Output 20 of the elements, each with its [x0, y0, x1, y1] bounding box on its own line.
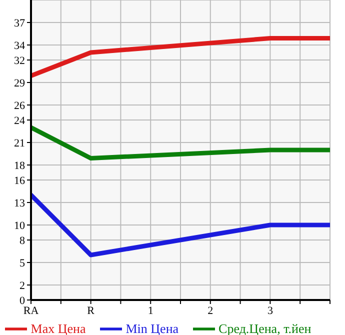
y-tick-label: 21 [14, 137, 25, 150]
x-tick-label: 1 [148, 304, 154, 317]
y-tick-label: 24 [14, 114, 26, 127]
y-tick-label: 0 [20, 294, 26, 307]
y-tick-label: 13 [14, 197, 26, 210]
y-tick-label: 34 [14, 40, 26, 52]
y-tick-label: 16 [14, 174, 26, 187]
y-tick-label: 10 [14, 220, 26, 232]
x-tick-label: RA [23, 304, 39, 317]
x-tick-label: 3 [267, 304, 274, 317]
y-tick-label: 32 [14, 54, 25, 67]
y-tick-label: 5 [20, 257, 26, 270]
y-tick-label: 37 [14, 17, 26, 30]
y-tick-label: 18 [14, 160, 26, 172]
x-tick-label: R [87, 304, 96, 317]
y-tick-label: 29 [14, 77, 26, 90]
y-tick-label: 2 [20, 280, 25, 292]
x-tick-label: 2 [208, 304, 214, 317]
y-tick-label: 26 [14, 100, 26, 112]
y-tick-label: 8 [20, 234, 26, 247]
